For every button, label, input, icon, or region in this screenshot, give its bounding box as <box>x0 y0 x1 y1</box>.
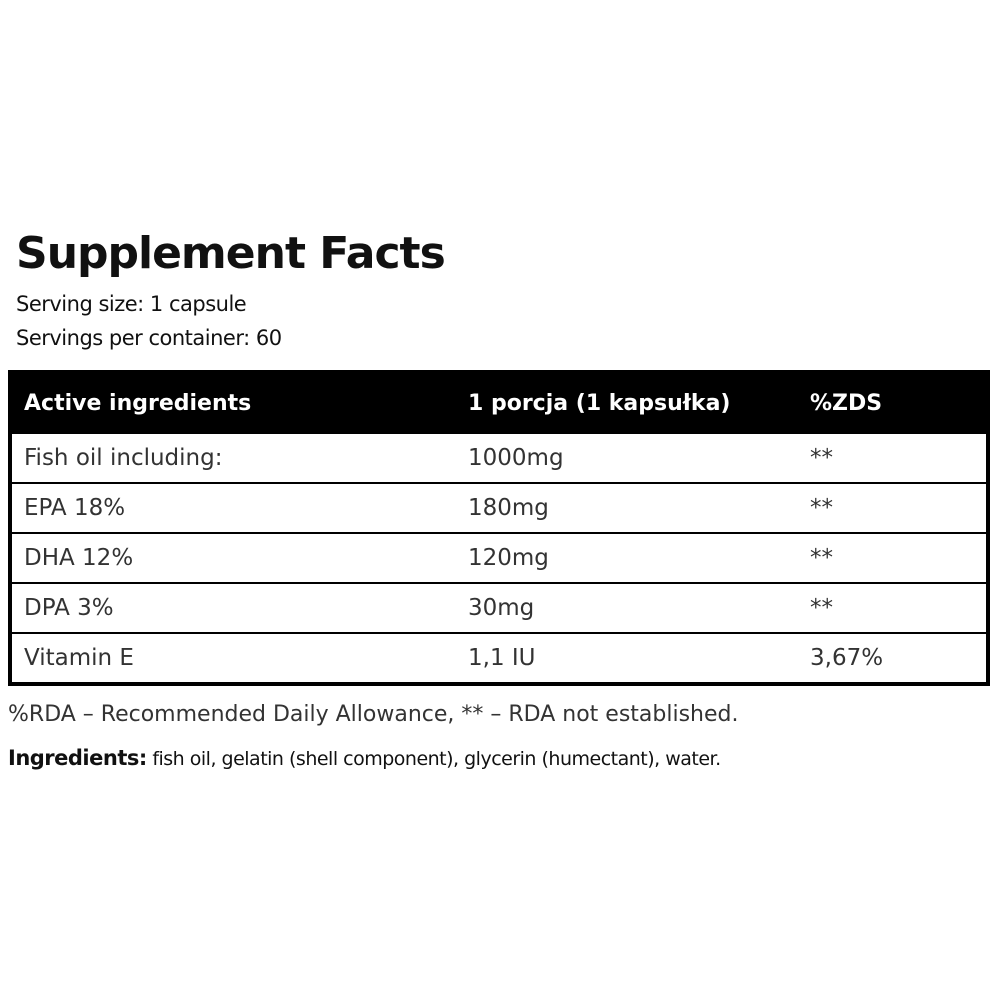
table-cell: 3,67% <box>798 632 988 684</box>
table-row: DPA 3% 30mg ** <box>10 582 988 633</box>
table-cell: 1,1 IU <box>456 632 798 684</box>
column-header: %ZDS <box>798 372 988 433</box>
column-header: 1 porcja (1 kapsułka) <box>456 372 798 433</box>
table-row: Vitamin E 1,1 IU 3,67% <box>10 632 988 684</box>
ingredients-text: fish oil, gelatin (shell component), gly… <box>152 748 721 770</box>
ingredients-label: Ingredients: <box>8 746 147 770</box>
table-cell: ** <box>798 482 988 533</box>
table-cell: ** <box>798 532 988 583</box>
table-row: DHA 12% 120mg ** <box>10 532 988 583</box>
table-cell: ** <box>798 582 988 633</box>
table-cell: Vitamin E <box>10 632 456 684</box>
footnote: %RDA – Recommended Daily Allowance, ** –… <box>8 702 739 727</box>
table-cell: 1000mg <box>456 432 798 483</box>
servings-per-container: Servings per container: 60 <box>16 326 282 350</box>
table-cell: Fish oil including: <box>10 432 456 483</box>
table-cell: 30mg <box>456 582 798 633</box>
serving-size: Serving size: 1 capsule <box>16 292 247 316</box>
table-cell: EPA 18% <box>10 482 456 533</box>
table-cell: 120mg <box>456 532 798 583</box>
table-row: EPA 18% 180mg ** <box>10 482 988 533</box>
ingredients: Ingredients: fish oil, gelatin (shell co… <box>8 746 721 770</box>
facts-table: Active ingredients 1 porcja (1 kapsułka)%… <box>8 370 990 686</box>
table-cell: ** <box>798 432 988 483</box>
column-header: Active ingredients <box>10 372 456 433</box>
table-cell: DHA 12% <box>10 532 456 583</box>
table-cell: 180mg <box>456 482 798 533</box>
table-cell: DPA 3% <box>10 582 456 633</box>
header-row: Active ingredients 1 porcja (1 kapsułka)%… <box>10 372 988 433</box>
table-body: Fish oil including: 1000mg ** EPA 18% 180mg *… <box>10 432 988 684</box>
table-row: Fish oil including: 1000mg ** <box>10 432 988 483</box>
title: Supplement Facts <box>16 228 446 279</box>
